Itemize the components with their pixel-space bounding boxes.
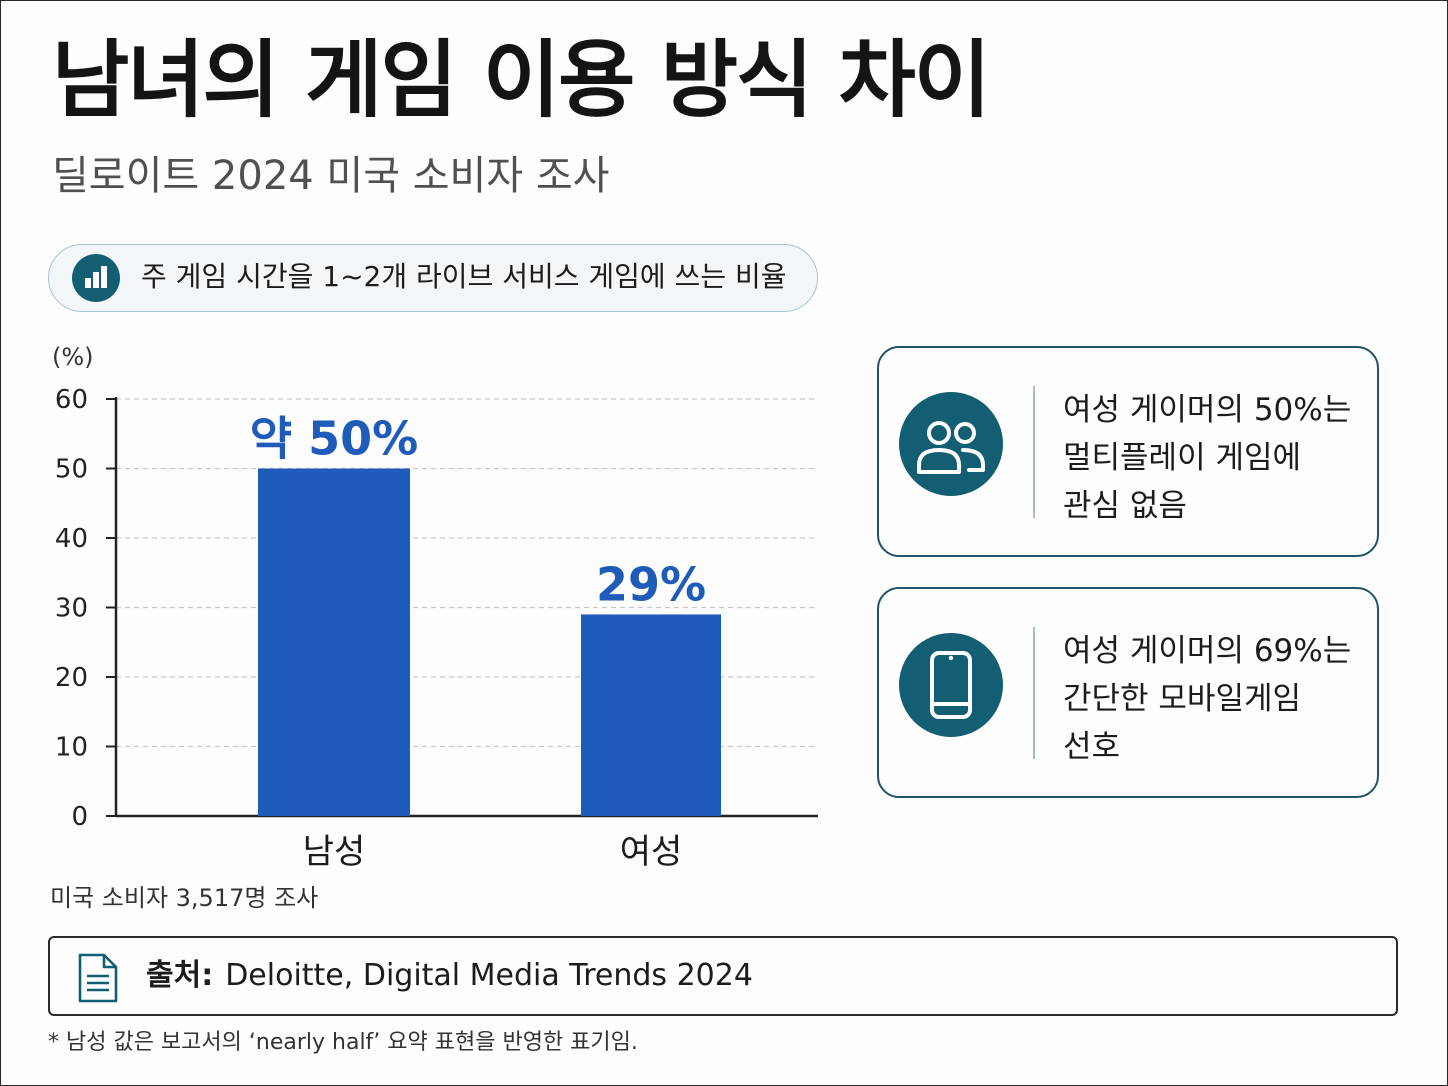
- card-divider: [1033, 627, 1035, 759]
- insight-card-multiplayer: 여성 게이머의 50%는 멀티플레이 게임에 관심 없음: [877, 346, 1379, 557]
- source-text: 출처: Deloitte, Digital Media Trends 2024: [146, 958, 753, 993]
- y-tick-label: 0: [71, 802, 88, 832]
- document-icon: [78, 953, 118, 1003]
- page-subtitle: 딜로이트 2024 미국 소비자 조사: [52, 153, 610, 199]
- sample-note: 미국 소비자 3,517명 조사: [50, 884, 319, 912]
- insight-card-mobile: 여성 게이머의 69%는 간단한 모바일게임 선호: [877, 587, 1379, 798]
- y-tick-label: 30: [55, 594, 88, 624]
- card-divider: [1033, 386, 1035, 518]
- insight-text: 여성 게이머의 69%는 간단한 모바일게임 선호: [1063, 633, 1352, 765]
- x-category-label: 남성: [303, 832, 366, 872]
- bar-value-label: 29%: [596, 557, 706, 611]
- metric-label: 주 게임 시간을 1~2개 라이브 서비스 게임에 쓰는 비율: [141, 260, 787, 293]
- y-tick-label: 60: [55, 385, 88, 415]
- bar-female: [581, 614, 721, 816]
- y-tick-label: 40: [55, 524, 88, 554]
- page-title: 남녀의 게임 이용 방식 차이: [52, 31, 991, 129]
- y-tick-label: 20: [55, 663, 88, 693]
- footnote: * 남성 값은 보고서의 ‘nearly half’ 요약 표현을 반영한 표기…: [48, 1030, 638, 1055]
- y-axis-unit-label: (%): [52, 343, 94, 371]
- y-tick-label: 50: [55, 455, 88, 485]
- bar-value-label: 약 50%: [250, 412, 418, 466]
- insight-text: 여성 게이머의 50%는 멀티플레이 게임에 관심 없음: [1063, 392, 1352, 524]
- y-tick-label: 10: [55, 733, 88, 763]
- users-icon: [899, 392, 1003, 496]
- source-box: 출처: Deloitte, Digital Media Trends 2024: [48, 936, 1398, 1016]
- bar-chart: (%) 0 10 20 30 40 50 60 약 50% 남성 29% 여성: [52, 343, 818, 872]
- bar-chart-icon: [72, 254, 120, 302]
- metric-pill: 주 게임 시간을 1~2개 라이브 서비스 게임에 쓰는 비율: [48, 244, 818, 312]
- bar-male: [258, 468, 410, 816]
- x-category-label: 여성: [620, 832, 683, 872]
- smartphone-icon: [899, 633, 1003, 737]
